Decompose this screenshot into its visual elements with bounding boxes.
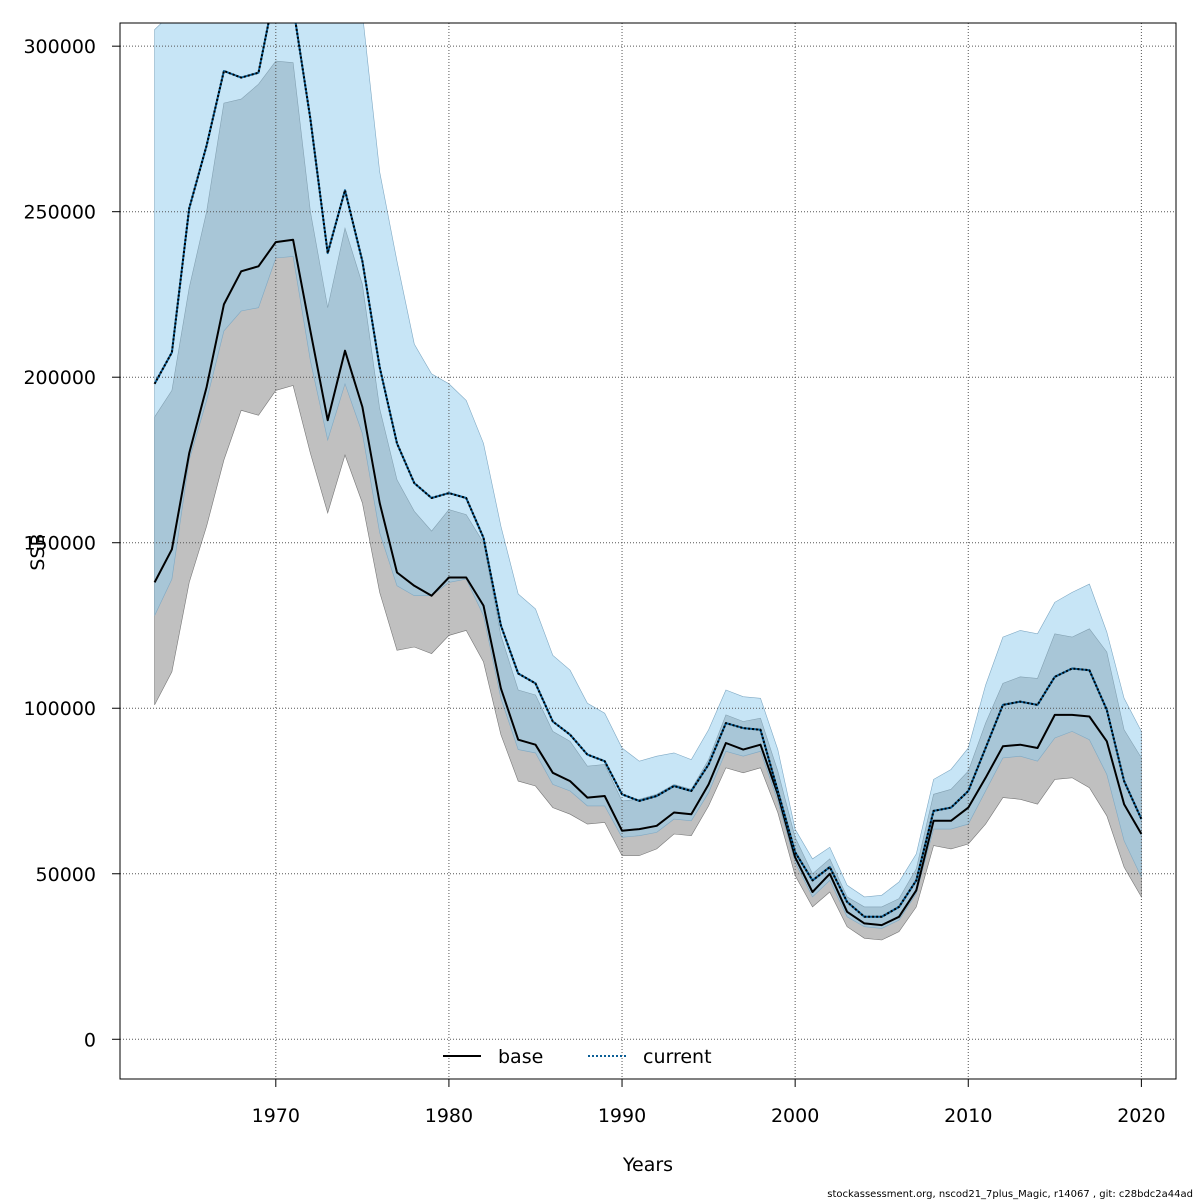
grid-lines (120, 23, 1176, 1079)
y-axis: 0 50000 100000 150000 200000 250000 300000 (23, 36, 120, 1051)
y-tick-label: 0 (84, 1029, 96, 1051)
line-current (153, 23, 1143, 918)
y-tick-label: 250000 (23, 202, 96, 224)
legend: base current (443, 1046, 712, 1068)
plot-frame (119, 22, 1177, 1080)
x-axis-title: Years (622, 1154, 673, 1176)
x-tick-label: 1990 (598, 1105, 646, 1127)
y-tick-label: 100000 (23, 698, 96, 720)
y-tick-label: 200000 (23, 367, 96, 389)
y-axis-title: SSB (27, 533, 49, 570)
line-base (153, 238, 1143, 927)
legend-current-label: current (643, 1046, 712, 1068)
x-axis: 1970 1980 1990 2000 2010 2020 (252, 1079, 1166, 1127)
footer-caption: stockassessment.org, nscod21_7plus_Magic… (827, 1189, 1193, 1200)
x-tick-label: 2020 (1117, 1105, 1165, 1127)
legend-base-label: base (498, 1046, 543, 1068)
x-tick-label: 2000 (771, 1105, 819, 1127)
x-tick-label: 1980 (425, 1105, 473, 1127)
band-current (154, 23, 1142, 929)
y-tick-label: 50000 (36, 864, 96, 886)
y-tick-label: 150000 (23, 533, 96, 555)
y-tick-label: 300000 (23, 36, 96, 58)
x-tick-label: 1970 (252, 1105, 300, 1127)
x-tick-label: 2010 (944, 1105, 992, 1127)
series-lines (153, 23, 1143, 927)
